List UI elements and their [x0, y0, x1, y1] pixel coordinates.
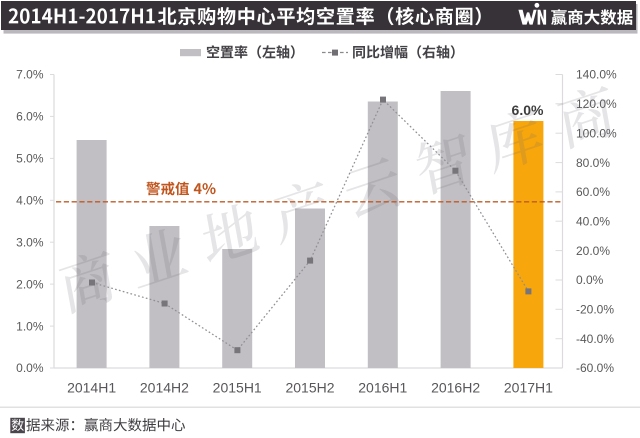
svg-text:40.0%: 40.0% [576, 214, 610, 228]
svg-text:5.0%: 5.0% [16, 152, 44, 166]
svg-text:-20.0%: -20.0% [576, 303, 614, 317]
svg-text:2016H1: 2016H1 [358, 380, 407, 396]
svg-text:140.0%: 140.0% [576, 68, 617, 82]
svg-text:7.0%: 7.0% [16, 68, 44, 82]
svg-text:0.0%: 0.0% [16, 361, 44, 375]
svg-text:60.0%: 60.0% [576, 185, 610, 199]
svg-text:6.0%: 6.0% [512, 102, 544, 118]
svg-text:2015H2: 2015H2 [285, 380, 334, 396]
svg-text:2016H2: 2016H2 [431, 380, 480, 396]
svg-text:2015H1: 2015H1 [213, 380, 262, 396]
svg-text:4.0%: 4.0% [16, 194, 44, 208]
svg-text:-60.0%: -60.0% [576, 361, 614, 375]
svg-text:1.0%: 1.0% [16, 319, 44, 333]
svg-text:120.0%: 120.0% [576, 97, 617, 111]
svg-text:0.0%: 0.0% [576, 273, 604, 287]
svg-text:2014H2: 2014H2 [140, 380, 189, 396]
svg-text:-40.0%: -40.0% [576, 332, 614, 346]
svg-text:2.0%: 2.0% [16, 277, 44, 291]
svg-text:2014H1: 2014H1 [67, 380, 116, 396]
svg-text:100.0%: 100.0% [576, 126, 617, 140]
svg-text:6.0%: 6.0% [16, 110, 44, 124]
svg-text:2017H1: 2017H1 [504, 380, 553, 396]
svg-text:20.0%: 20.0% [576, 244, 610, 258]
svg-text:80.0%: 80.0% [576, 156, 610, 170]
svg-text:3.0%: 3.0% [16, 235, 44, 249]
